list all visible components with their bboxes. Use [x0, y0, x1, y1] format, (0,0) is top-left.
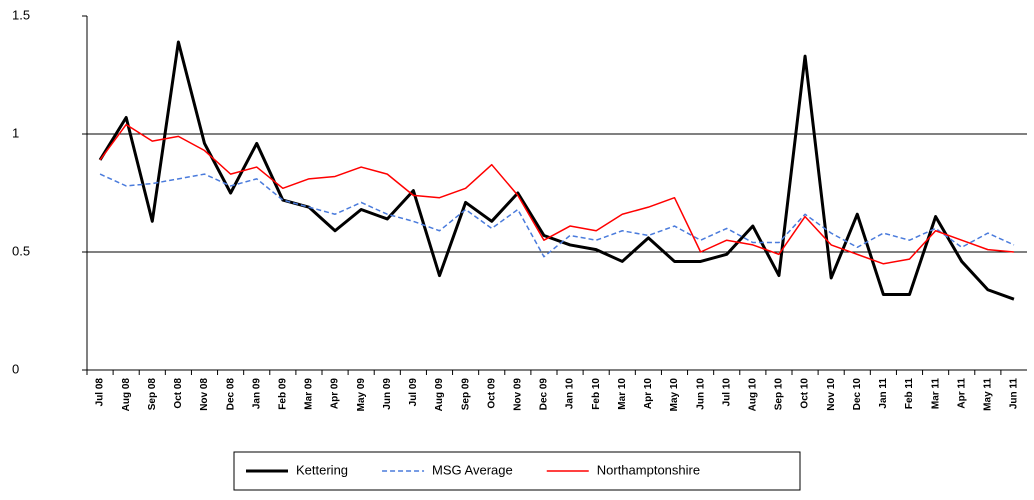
- x-tick-label: Mar 11: [930, 378, 941, 410]
- x-tick-label: Dec 08: [225, 378, 236, 411]
- x-tick-label: Apr 10: [643, 378, 654, 410]
- x-tick-label: Sep 10: [774, 378, 785, 411]
- legend-label: MSG Average: [432, 462, 513, 477]
- x-tick-label: Aug 10: [747, 378, 758, 412]
- y-tick-label: 1: [12, 125, 19, 140]
- x-tick-label: Jan 09: [251, 378, 262, 410]
- x-tick-label: Oct 09: [486, 378, 497, 409]
- x-tick-label: Feb 09: [277, 378, 288, 410]
- x-tick-label: Apr 11: [956, 378, 967, 409]
- x-tick-label: Jul 10: [721, 378, 732, 407]
- x-tick-label: May 11: [982, 378, 993, 411]
- x-tick-label: Jun 11: [1009, 378, 1020, 410]
- x-tick-label: Apr 09: [330, 378, 341, 410]
- x-tick-label: Nov 08: [199, 378, 210, 411]
- x-tick-label: Feb 11: [904, 378, 915, 410]
- x-tick-label: Dec 10: [852, 378, 863, 411]
- x-tick-label: Feb 10: [591, 378, 602, 410]
- legend-label: Kettering: [296, 462, 348, 477]
- x-tick-label: Oct 10: [800, 378, 811, 409]
- x-tick-label: Jun 09: [382, 378, 393, 410]
- x-tick-label: Jul 09: [408, 378, 419, 407]
- x-tick-label: Nov 09: [512, 378, 523, 411]
- y-tick-label: 0.5: [12, 243, 30, 258]
- x-tick-label: Jun 10: [695, 378, 706, 410]
- x-tick-label: Aug 08: [121, 378, 132, 412]
- x-tick-label: Jan 11: [878, 378, 889, 409]
- y-tick-label: 1.5: [12, 7, 30, 22]
- x-tick-label: May 10: [669, 378, 680, 412]
- x-tick-label: Jan 10: [565, 378, 576, 410]
- x-tick-label: Nov 10: [826, 378, 837, 411]
- legend-box: [233, 451, 801, 491]
- x-tick-label: Jul 08: [95, 378, 106, 407]
- y-tick-label: 0: [12, 361, 19, 376]
- series-line: [98, 40, 1015, 301]
- x-tick-label: Aug 09: [434, 378, 445, 412]
- legend: Kettering MSG Average Northamptonshire: [233, 451, 801, 491]
- x-tick-label: Sep 08: [147, 378, 158, 411]
- x-tick-label: Sep 09: [460, 378, 471, 411]
- x-tick-label: Mar 10: [617, 378, 628, 410]
- series-line: [99, 123, 1015, 265]
- x-tick-label: Dec 09: [539, 378, 550, 411]
- x-tick-label: Mar 09: [304, 378, 315, 410]
- x-tick-label: May 09: [356, 378, 367, 412]
- legend-label: Northamptonshire: [597, 462, 700, 477]
- series-line: [99, 173, 1015, 258]
- x-tick-label: Oct 08: [173, 378, 184, 409]
